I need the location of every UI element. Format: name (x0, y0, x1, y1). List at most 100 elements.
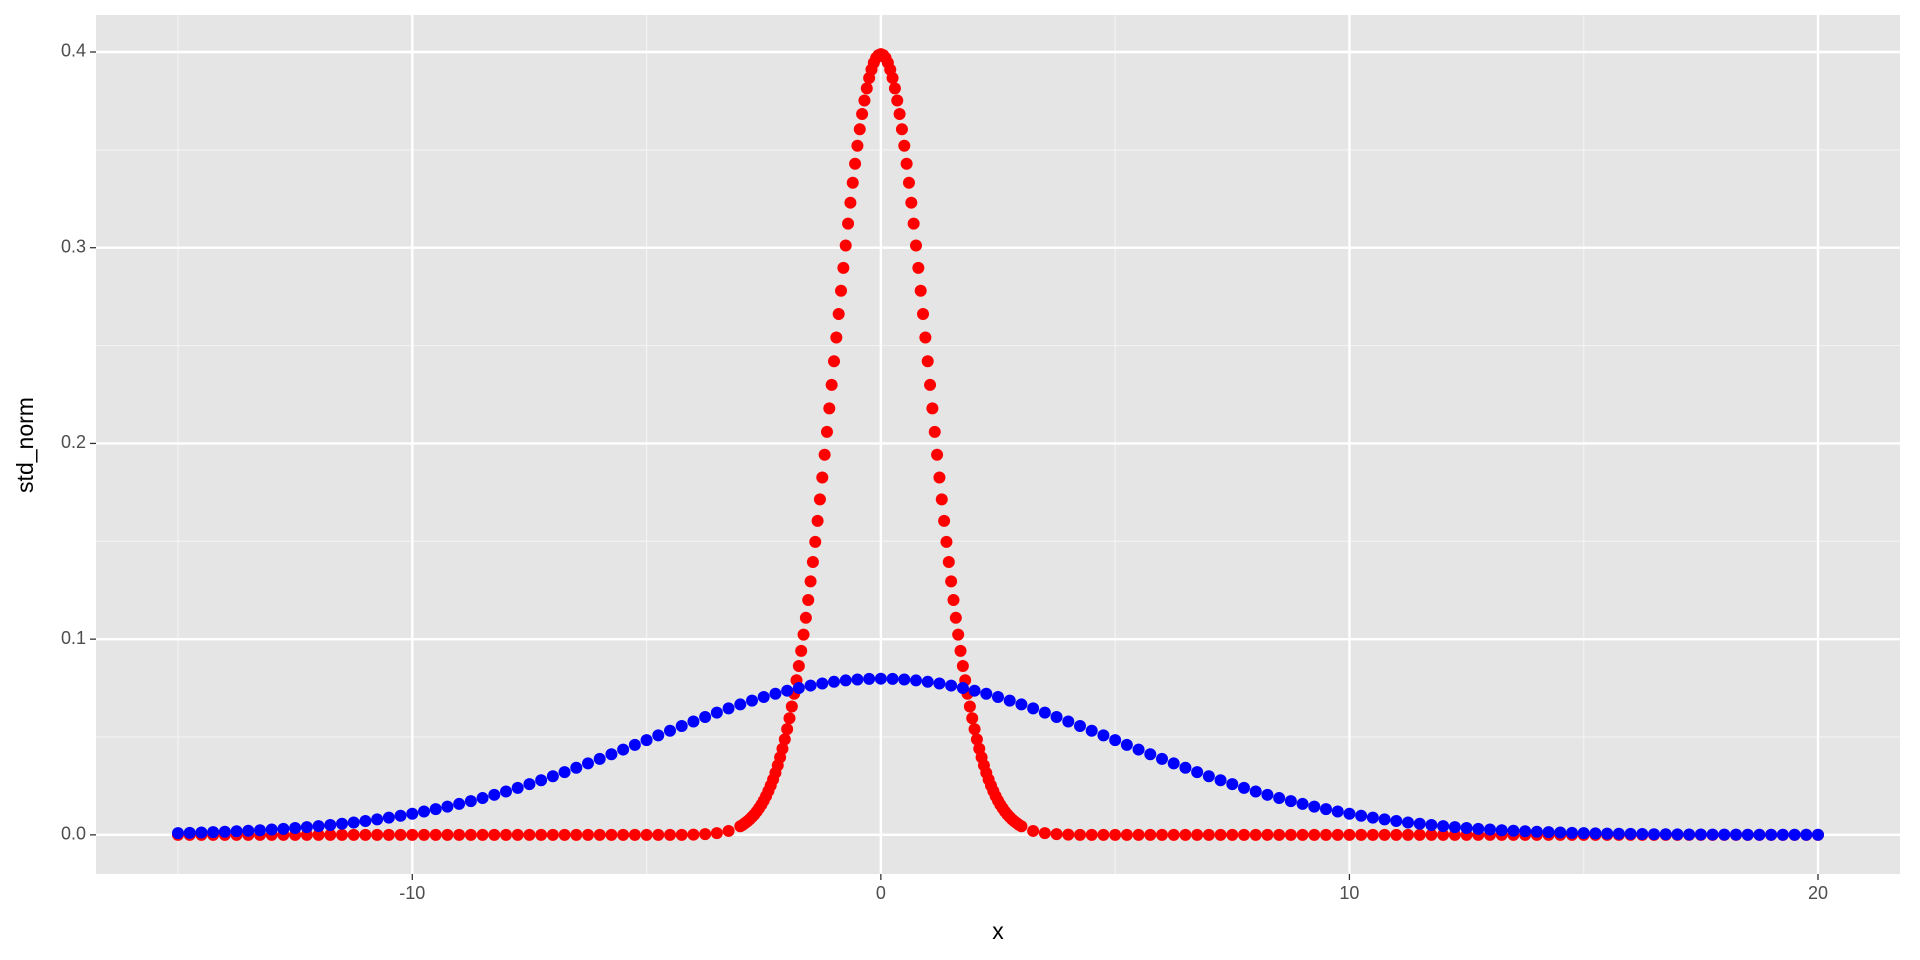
point (1402, 828, 1414, 841)
point (1378, 828, 1391, 841)
point (1120, 828, 1133, 841)
point (1601, 827, 1614, 840)
point (914, 284, 927, 297)
point (795, 644, 808, 657)
point (1566, 826, 1578, 839)
point (382, 811, 395, 824)
point (1776, 828, 1789, 841)
point (1554, 826, 1567, 839)
point (605, 828, 618, 841)
point (628, 828, 641, 841)
point (947, 593, 960, 606)
point (1413, 817, 1426, 830)
point (617, 828, 630, 841)
point (535, 774, 548, 787)
point (813, 493, 826, 506)
point (535, 828, 548, 841)
point (1577, 827, 1590, 840)
point (207, 826, 220, 839)
point (792, 659, 805, 672)
point (1366, 828, 1379, 841)
point (1390, 828, 1403, 841)
point (312, 820, 325, 833)
point (265, 823, 278, 836)
point (1156, 752, 1168, 765)
point (1448, 821, 1461, 834)
point (1191, 828, 1204, 841)
point (570, 828, 583, 841)
point (699, 828, 712, 841)
point (1038, 827, 1051, 840)
point (418, 805, 430, 818)
point (1027, 824, 1040, 837)
point (1296, 797, 1309, 810)
point (300, 821, 313, 834)
point (1085, 724, 1098, 737)
point (1109, 734, 1122, 747)
point (722, 824, 735, 837)
point (1062, 828, 1075, 841)
point (347, 816, 360, 829)
point (1612, 827, 1625, 840)
point (1249, 785, 1262, 798)
point (1730, 828, 1742, 841)
point (902, 176, 915, 189)
point (804, 679, 817, 692)
point (921, 355, 934, 368)
point (324, 818, 337, 831)
y-tick-label: 0.4 (61, 41, 86, 61)
point (828, 355, 840, 368)
point (230, 825, 243, 838)
point (945, 575, 958, 588)
point (757, 691, 770, 704)
point (1741, 828, 1754, 841)
point (664, 828, 676, 841)
point (931, 448, 944, 461)
point (582, 757, 594, 770)
point (359, 828, 372, 841)
point (898, 673, 911, 686)
point (938, 514, 951, 527)
point (1191, 766, 1204, 779)
point (888, 82, 901, 95)
point (617, 743, 630, 756)
point (851, 673, 864, 686)
point (1355, 809, 1368, 822)
point (476, 828, 489, 841)
point (895, 123, 908, 136)
point (1320, 828, 1332, 841)
x-tick-label: -10 (399, 883, 425, 903)
point (835, 284, 848, 297)
point (952, 628, 965, 641)
point (860, 82, 873, 95)
point (1132, 828, 1145, 841)
point (1085, 828, 1098, 841)
point (289, 822, 302, 835)
point (851, 139, 864, 152)
point (924, 378, 937, 391)
point (910, 239, 922, 252)
point (371, 828, 384, 841)
point (856, 108, 869, 121)
point (1120, 738, 1133, 751)
point (1038, 706, 1051, 719)
point (394, 809, 407, 822)
point (710, 827, 723, 840)
point (1671, 828, 1684, 841)
point (1284, 828, 1297, 841)
point (441, 800, 454, 813)
point (1144, 748, 1157, 761)
point (926, 402, 939, 415)
point (886, 672, 899, 685)
point (942, 556, 955, 569)
point (371, 813, 384, 826)
point (1050, 710, 1063, 723)
point (968, 723, 981, 736)
point (1519, 825, 1532, 838)
point (874, 672, 887, 685)
point (781, 723, 794, 736)
point (1226, 828, 1239, 841)
point (722, 702, 735, 715)
point (954, 644, 967, 657)
point (558, 828, 571, 841)
